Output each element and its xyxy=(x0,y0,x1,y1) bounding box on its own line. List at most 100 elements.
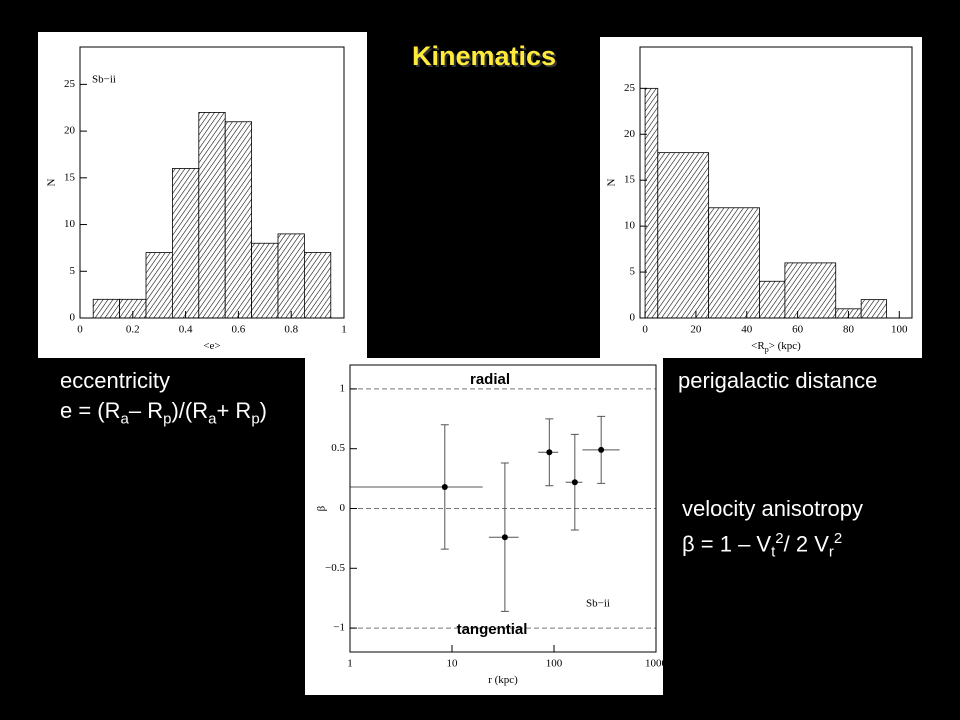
data-point xyxy=(546,449,553,456)
x-tick-label: 20 xyxy=(690,324,702,336)
histogram-bar xyxy=(657,152,710,319)
error-cap xyxy=(440,424,449,550)
x-tick-label: 100 xyxy=(891,324,908,336)
y-axis-label: N xyxy=(46,178,58,186)
formula-part: p xyxy=(251,410,260,428)
histogram-bar xyxy=(251,242,279,319)
y-tick-label: 0 xyxy=(340,502,346,514)
annotation: tangential xyxy=(457,621,528,638)
y-tick-label: 20 xyxy=(624,128,636,140)
y-tick-label: 15 xyxy=(64,171,76,183)
perigalactic-caption: perigalactic distance xyxy=(678,368,878,393)
annotation: Sb−ii xyxy=(586,598,610,610)
x-tick-label: 80 xyxy=(843,324,855,336)
caption-line: eccentricity xyxy=(60,368,171,393)
annotation: Sb−ii xyxy=(92,74,116,86)
histogram-bar xyxy=(708,207,760,319)
y-tick-label: 0.5 xyxy=(331,442,345,454)
y-tick-label: 0 xyxy=(70,312,76,324)
chart-background xyxy=(305,358,663,695)
x-tick-label: 1 xyxy=(347,658,353,670)
x-tick-label: 60 xyxy=(792,324,804,336)
histogram-bar xyxy=(92,298,120,319)
formula-part: + R xyxy=(216,398,252,423)
title-shadow: Kinematics xyxy=(414,43,558,73)
x-tick-label: 100 xyxy=(546,658,563,670)
y-tick-label: 20 xyxy=(64,125,76,137)
y-tick-label: −0.5 xyxy=(325,562,345,574)
y-tick-label: 25 xyxy=(64,78,76,90)
y-tick-label: −1 xyxy=(333,622,345,634)
formula-part: 2 xyxy=(775,530,784,547)
x-tick-label: 40 xyxy=(741,324,753,336)
y-tick-label: 5 xyxy=(70,265,76,277)
formula-part: – R xyxy=(128,398,164,423)
histogram-bar xyxy=(860,299,887,319)
histogram-bar xyxy=(277,233,305,319)
x-tick-label: 0 xyxy=(642,324,648,336)
formula-part: a xyxy=(208,410,217,428)
annotation: radial xyxy=(470,371,510,388)
y-axis-label: N xyxy=(606,178,618,186)
formula-part: 2 xyxy=(833,530,843,547)
data-point xyxy=(441,483,448,490)
error-cap xyxy=(545,418,554,487)
histogram-bar xyxy=(784,262,837,319)
formula-part: p xyxy=(163,410,172,428)
data-point xyxy=(501,534,508,541)
y-tick-label: 10 xyxy=(624,220,636,232)
histogram-bar xyxy=(198,112,226,319)
x-tick-label: 0.4 xyxy=(179,324,193,336)
y-tick-label: 5 xyxy=(630,266,636,278)
x-tick-label: 0.6 xyxy=(232,324,246,336)
error-cap xyxy=(500,462,509,612)
x-axis-label: r (kpc) xyxy=(488,674,518,686)
formula-part: t xyxy=(771,543,776,561)
histogram-bar xyxy=(171,168,200,319)
formula: β = 1 – Vt2/ 2 Vr2 xyxy=(682,524,863,568)
anisotropy-caption: velocity anisotropy β = 1 – Vt2/ 2 Vr2 xyxy=(682,494,863,568)
y-tick-label: 15 xyxy=(624,174,636,186)
x-tick-label: 1 xyxy=(341,324,347,336)
eccentricity-caption: eccentricity e = (Ra– Rp)/(Ra+ Rp) xyxy=(60,366,290,434)
x-tick-label: 0 xyxy=(77,324,83,336)
formula-part: β = 1 – V xyxy=(682,531,772,557)
x-axis-label-part: <e> xyxy=(203,340,220,352)
error-cap xyxy=(597,415,606,484)
slide-title: Kinematics xyxy=(412,41,556,71)
histogram-bar xyxy=(224,121,252,319)
x-tick-label: 10 xyxy=(447,658,459,670)
data-point xyxy=(571,479,578,486)
error-cap xyxy=(570,433,579,531)
x-axis-label-part: p xyxy=(765,345,769,354)
x-axis-label-part: <R xyxy=(751,340,765,352)
histogram-bar xyxy=(303,252,332,319)
x-tick-label: 0.8 xyxy=(284,324,298,336)
x-axis-label-part: r (kpc) xyxy=(488,674,518,686)
formula-part: r xyxy=(828,543,834,561)
x-axis-label: <e> xyxy=(203,340,220,352)
formula-part: a xyxy=(120,410,129,428)
formula: e = (Ra– Rp)/(Ra+ Rp) xyxy=(60,396,290,434)
x-axis-label-part: > (kpc) xyxy=(769,340,801,352)
y-tick-label: 10 xyxy=(64,218,76,230)
formula-part: ) xyxy=(259,398,267,423)
y-tick-label: 25 xyxy=(624,82,636,94)
y-axis-label: β xyxy=(316,505,328,511)
formula-part: e = (R xyxy=(60,398,121,423)
histogram-bar xyxy=(759,280,786,319)
histogram-bar xyxy=(644,87,659,319)
histogram-bar xyxy=(145,252,173,319)
formula-part: )/(R xyxy=(171,398,209,423)
x-axis-label: <Rp> (kpc) xyxy=(751,340,801,355)
caption-line: velocity anisotropy xyxy=(682,496,863,521)
x-tick-label: 0.2 xyxy=(126,324,140,336)
data-point xyxy=(598,446,605,453)
plot-frame xyxy=(639,46,913,319)
y-tick-label: 0 xyxy=(630,312,636,324)
x-tick-label: 1000 xyxy=(645,658,668,670)
formula-part: / 2 V xyxy=(783,531,829,557)
